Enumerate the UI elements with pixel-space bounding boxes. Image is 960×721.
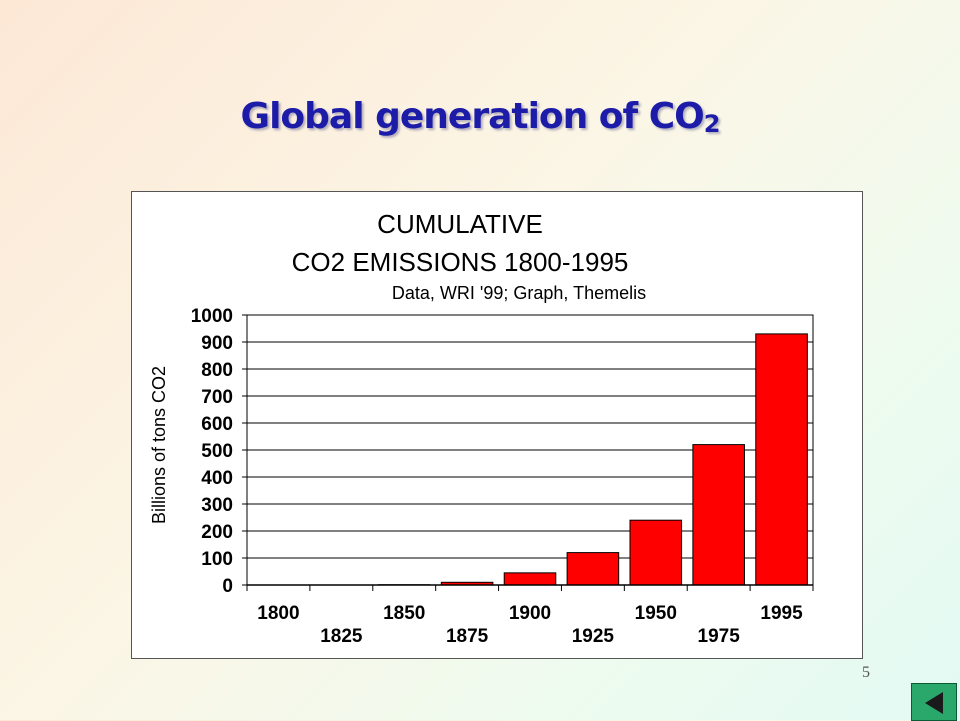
x-tick-label: 1825 [320, 626, 363, 647]
y-tick-label: 800 [201, 360, 233, 381]
x-tick-label: 1995 [760, 603, 803, 624]
y-tick-label: 200 [201, 522, 233, 543]
triangle-left-icon [925, 692, 943, 714]
x-tick-label: 1950 [635, 603, 677, 624]
bars [378, 334, 807, 585]
chart-title-line2: CO2 EMISSIONS 1800-1995 [292, 247, 629, 277]
chart-subtitle: Data, WRI '99; Graph, Themelis [392, 283, 646, 303]
slide-title-text: Global generation of CO [241, 96, 704, 137]
x-tick-label: 1900 [509, 603, 551, 624]
chart-frame: CUMULATIVE CO2 EMISSIONS 1800-1995 Data,… [131, 191, 863, 659]
y-tick-label: 400 [201, 468, 233, 489]
bar-1975 [693, 445, 745, 585]
slide-title: Global generation of CO2 [0, 96, 960, 138]
y-tick-label: 0 [222, 576, 233, 597]
y-tick-label: 700 [201, 387, 233, 408]
x-tick-label: 1975 [698, 626, 741, 647]
page-number: 5 [862, 664, 870, 682]
bar-1900 [504, 573, 556, 585]
y-tick-label: 300 [201, 495, 233, 516]
y-axis-label: Billions of tons CO2 [149, 366, 169, 524]
x-tick-label: 1875 [446, 626, 489, 647]
y-tick-label: 100 [201, 549, 233, 570]
slide-title-subscript: 2 [704, 110, 720, 138]
back-button[interactable] [911, 683, 957, 721]
x-tick-label: 1850 [383, 603, 425, 624]
x-tick-label: 1800 [257, 603, 299, 624]
bar-1925 [567, 553, 619, 585]
chart-title-line1: CUMULATIVE [377, 209, 543, 239]
x-tick-label: 1925 [572, 626, 615, 647]
y-tick-label: 1000 [191, 306, 233, 327]
bar-chart: CUMULATIVE CO2 EMISSIONS 1800-1995 Data,… [132, 192, 862, 658]
y-tick-label: 900 [201, 333, 233, 354]
bar-1950 [630, 520, 682, 585]
y-tick-label: 500 [201, 441, 233, 462]
y-tick-label: 600 [201, 414, 233, 435]
bar-1995 [756, 334, 808, 585]
